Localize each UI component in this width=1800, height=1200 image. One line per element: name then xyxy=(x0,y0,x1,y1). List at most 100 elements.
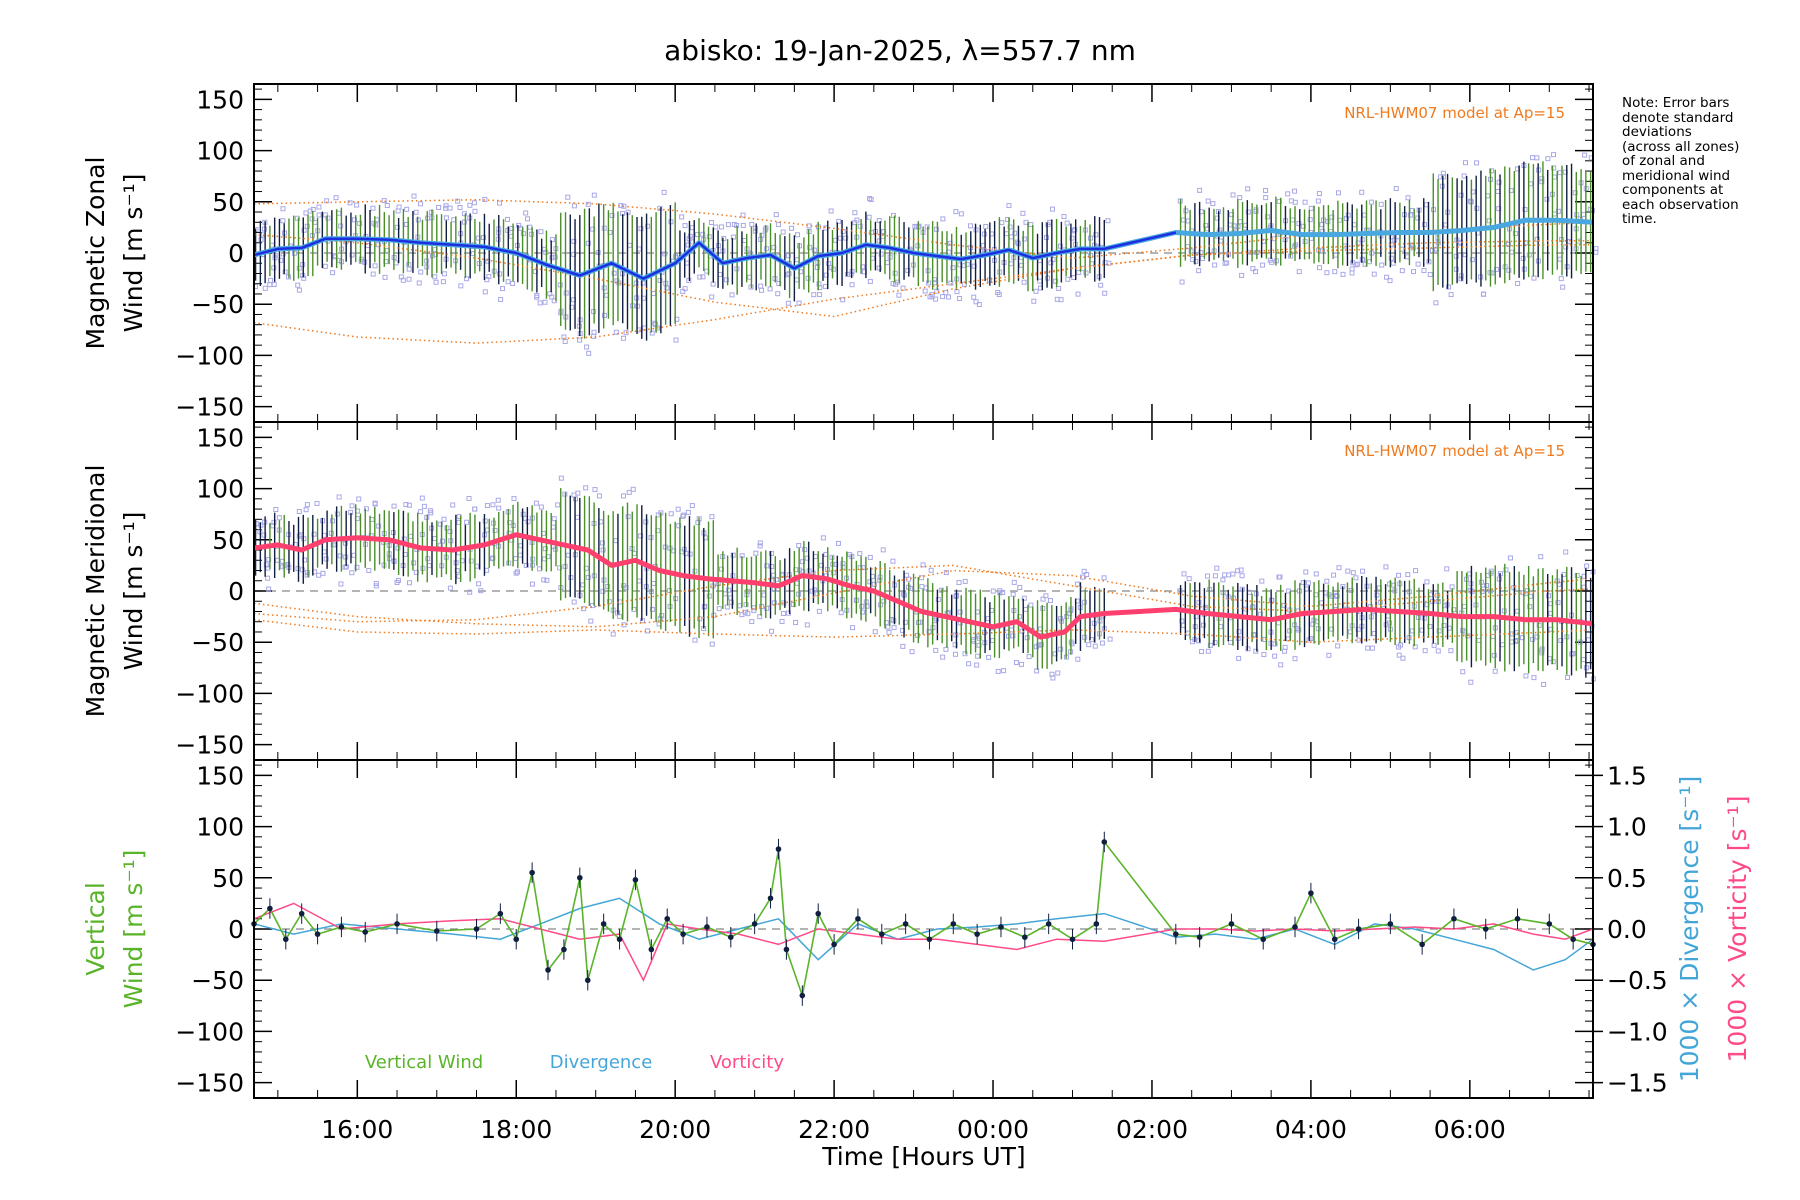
scatter-point xyxy=(303,507,309,513)
scatter-point xyxy=(1058,297,1064,303)
scatter-point xyxy=(627,242,633,248)
note-line: each observation xyxy=(1622,196,1739,213)
scatter-point xyxy=(817,292,823,298)
scatter-point xyxy=(1461,173,1467,179)
scatter-point xyxy=(1436,628,1442,634)
scatter-point xyxy=(524,216,530,222)
scatter-point xyxy=(1531,275,1537,281)
legend-item: Divergence xyxy=(550,1052,653,1073)
scatter-point xyxy=(1329,593,1335,599)
scatter-point xyxy=(1010,591,1016,597)
scatter-point xyxy=(303,210,309,216)
vertical-wind-point xyxy=(1451,915,1457,922)
scatter-point xyxy=(1020,210,1026,216)
vertical-wind-point xyxy=(680,931,686,937)
scatter-point xyxy=(890,281,896,287)
scatter-point xyxy=(946,294,952,300)
scatter-point xyxy=(1448,648,1454,654)
scatter-point xyxy=(716,606,722,612)
scatter-point xyxy=(349,503,355,509)
scatter-point xyxy=(1348,587,1354,593)
scatter-point xyxy=(296,509,302,515)
scatter-point xyxy=(1491,652,1497,658)
scatter-point xyxy=(1409,207,1415,213)
scatter-point xyxy=(785,300,791,306)
scatter-point xyxy=(759,287,765,293)
scatter-point xyxy=(291,250,297,256)
scatter-point xyxy=(1083,270,1089,276)
scatter-point xyxy=(1028,602,1034,608)
scatter-point xyxy=(1555,208,1561,214)
x-tick-label: 02:00 xyxy=(1116,1115,1188,1144)
y-tick-label: 100 xyxy=(196,475,244,504)
scatter-point xyxy=(555,502,561,508)
scatter-point xyxy=(1500,642,1506,648)
scatter-point xyxy=(316,204,322,210)
y-tick-label: −100 xyxy=(175,341,244,370)
scatter-point xyxy=(411,193,417,199)
scatter-point xyxy=(1014,239,1020,245)
note-line: Note: Error bars xyxy=(1622,95,1730,111)
y2-tick-label: −1.5 xyxy=(1607,1069,1668,1098)
y-tick-label: −50 xyxy=(191,290,244,319)
scatter-point xyxy=(322,263,328,269)
scatter-point xyxy=(840,297,846,303)
scatter-point xyxy=(533,500,539,506)
scatter-point xyxy=(890,213,896,219)
x-tick-label: 20:00 xyxy=(639,1115,711,1144)
scatter-point xyxy=(267,282,273,288)
vertical-wind-point xyxy=(1546,921,1553,927)
scatter-point xyxy=(1388,255,1394,261)
scatter-point xyxy=(552,254,558,260)
scatter-point xyxy=(996,291,1002,297)
scatter-point xyxy=(1506,267,1512,273)
scatter-point xyxy=(1086,642,1092,648)
scatter-point xyxy=(1250,266,1256,272)
scatter-point xyxy=(1512,231,1518,237)
scatter-point xyxy=(1541,681,1547,687)
scatter-point xyxy=(1303,569,1309,575)
scatter-point xyxy=(1098,282,1104,288)
scatter-point xyxy=(664,285,670,291)
vertical-wind-point xyxy=(998,924,1004,930)
scatter-point xyxy=(1276,620,1282,626)
scatter-point xyxy=(697,274,703,280)
scatter-point xyxy=(333,195,339,201)
scatter-point xyxy=(983,223,989,229)
scatter-point xyxy=(962,578,968,584)
scatter-point xyxy=(1212,262,1218,268)
scatter-point xyxy=(271,519,277,525)
scatter-point xyxy=(1384,274,1390,280)
scatter-point xyxy=(384,202,390,208)
scatter-point xyxy=(1075,656,1081,662)
scatter-point xyxy=(928,567,934,573)
scatter-point xyxy=(645,223,651,229)
scatter-point xyxy=(436,204,442,210)
scatter-point xyxy=(667,588,673,594)
scatter-point xyxy=(835,540,841,546)
scatter-point xyxy=(1515,280,1521,286)
note-line: (across all zones) xyxy=(1622,138,1740,155)
scatter-point xyxy=(273,506,279,512)
y2-tick-label: −0.5 xyxy=(1607,966,1668,995)
scatter-point xyxy=(702,603,708,609)
scatter-point xyxy=(1522,207,1528,213)
vertical-wind-point xyxy=(545,967,551,973)
scatter-point xyxy=(675,506,681,512)
scatter-point xyxy=(966,661,972,667)
x-tick-label: 06:00 xyxy=(1434,1115,1506,1144)
scatter-point xyxy=(447,205,453,211)
scatter-point xyxy=(948,280,954,286)
scatter-point xyxy=(1534,155,1540,161)
scatter-point xyxy=(1081,599,1087,605)
scatter-point xyxy=(1399,268,1405,274)
scatter-point xyxy=(464,276,470,282)
scatter-point xyxy=(621,203,627,209)
scatter-point xyxy=(794,277,800,283)
scatter-point xyxy=(802,547,808,553)
scatter-point xyxy=(638,533,644,539)
scatter-point xyxy=(1405,572,1411,578)
scatter-point xyxy=(1282,644,1288,650)
scatter-point xyxy=(636,578,642,584)
scatter-point xyxy=(1387,278,1393,284)
